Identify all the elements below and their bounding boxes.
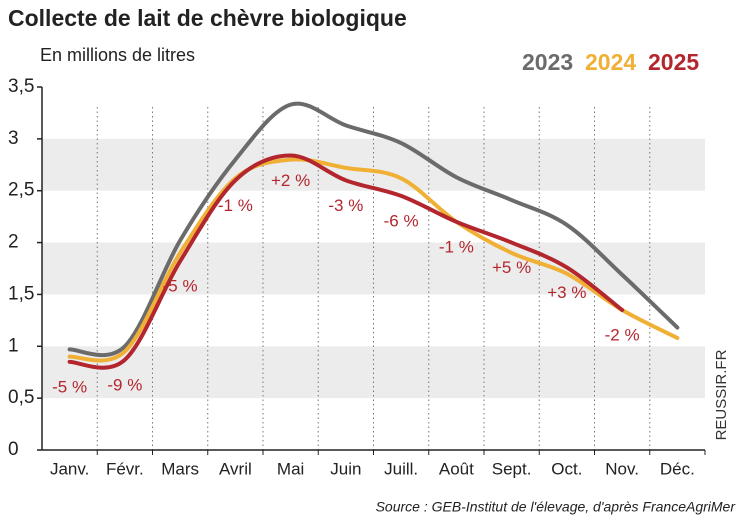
- y-tick-label: 3: [8, 128, 19, 149]
- annotation: -2 %: [605, 325, 640, 344]
- chart-subtitle: En millions de litres: [40, 45, 195, 65]
- x-tick-label: Févr.: [106, 459, 144, 478]
- grid-band: [42, 242, 705, 295]
- annotation: -5 %: [163, 277, 198, 296]
- y-tick-label: 1: [8, 335, 19, 356]
- y-tick-label: 0,5: [8, 387, 34, 408]
- annotation: -3 %: [328, 196, 363, 215]
- series-line: [67, 157, 680, 363]
- x-tick-label: Oct.: [551, 459, 582, 478]
- legend-entry: 2024: [585, 49, 636, 75]
- x-tick-label: Juin: [330, 459, 361, 478]
- y-tick-label: 3,5: [8, 76, 34, 97]
- y-tick-label: 2,5: [8, 180, 34, 201]
- x-tick-label: Mars: [161, 459, 199, 478]
- annotation: -6 %: [384, 211, 419, 230]
- y-tick-label: 2: [8, 232, 19, 253]
- x-tick-label: Nov.: [605, 459, 639, 478]
- annotation: +2 %: [271, 171, 310, 190]
- x-tick-label: Déc.: [660, 459, 695, 478]
- y-tick-label: 1,5: [8, 283, 34, 304]
- x-tick-label: Mai: [277, 459, 304, 478]
- x-tick-label: Août: [439, 459, 474, 478]
- x-tick-label: Sept.: [492, 459, 532, 478]
- credit: REUSSIR.FR: [713, 349, 730, 440]
- x-tick-label: Juill.: [384, 459, 418, 478]
- annotation: -5 %: [52, 377, 87, 396]
- series-line: [67, 153, 625, 370]
- annotation: +5 %: [492, 258, 531, 277]
- y-tick-label: 0: [8, 439, 19, 460]
- chart-title: Collecte de lait de chèvre biologique: [8, 5, 407, 31]
- legend-entry: 2023: [522, 49, 573, 75]
- legend-entry: 2025: [648, 49, 699, 75]
- x-tick-label: Avril: [219, 459, 252, 478]
- grid-band: [42, 138, 705, 191]
- annotation: -1 %: [218, 196, 253, 215]
- x-tick-label: Janv.: [50, 459, 89, 478]
- annotation: -1 %: [439, 237, 474, 256]
- series-line: [67, 101, 680, 358]
- annotation: -9 %: [107, 375, 142, 394]
- source: Source : GEB-Institut de l'élevage, d'ap…: [376, 499, 737, 515]
- annotation: +3 %: [547, 283, 586, 302]
